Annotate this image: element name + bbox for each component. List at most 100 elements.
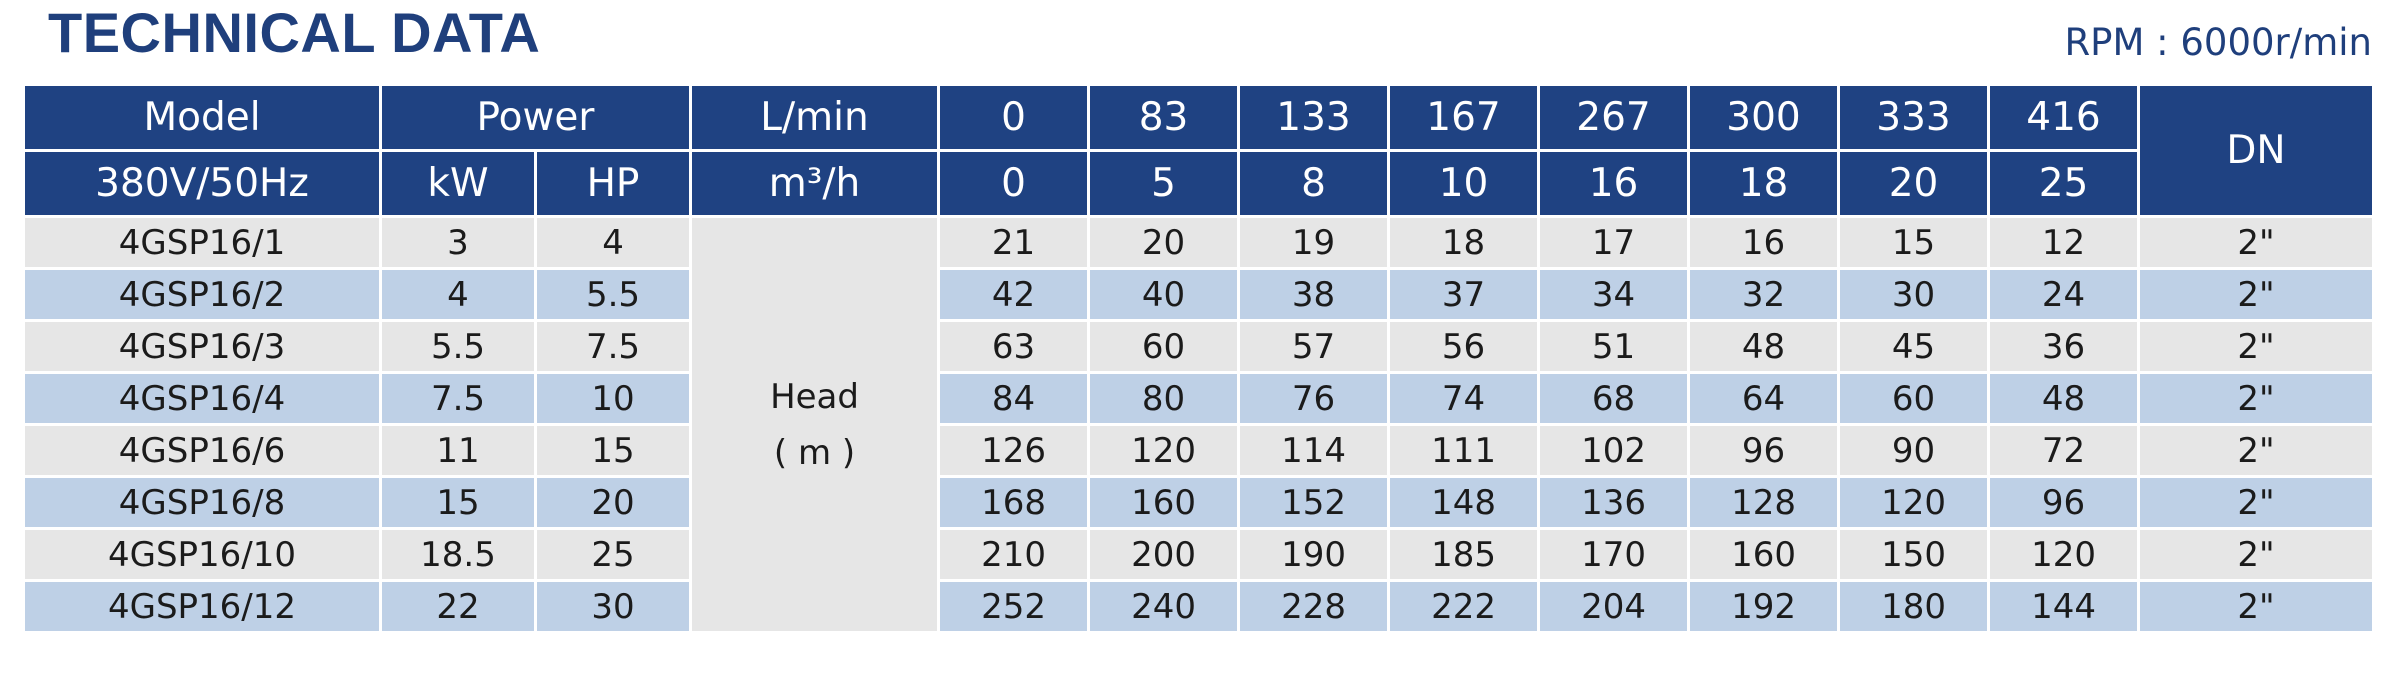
flow-m3h-value: 10 [1387, 149, 1541, 218]
head-value: 17 [1537, 215, 1691, 270]
head-value: 160 [1687, 527, 1841, 582]
model-cell: 4GSP16/10 [22, 527, 382, 582]
head-value: 30 [1837, 267, 1991, 322]
head-value: 60 [1087, 319, 1241, 374]
hp-cell: 20 [533, 475, 693, 530]
head-label: Head [770, 376, 859, 417]
head-value: 74 [1387, 371, 1541, 426]
head-value: 37 [1387, 267, 1541, 322]
model-header: Model [22, 83, 382, 152]
head-value: 24 [1987, 267, 2141, 322]
hp-cell: 30 [533, 579, 693, 634]
model-cell: 4GSP16/3 [22, 319, 382, 374]
head-value: 102 [1537, 423, 1691, 478]
head-label-cell: Head ( m ) [689, 215, 941, 634]
head-value: 126 [937, 423, 1091, 478]
head-value: 160 [1087, 475, 1241, 530]
rpm-label: RPM : 6000r/min [2064, 21, 2372, 64]
head-value: 240 [1087, 579, 1241, 634]
head-value: 68 [1537, 371, 1691, 426]
head-value: 16 [1687, 215, 1841, 270]
kw-cell: 11 [379, 423, 537, 478]
head-value: 148 [1387, 475, 1541, 530]
flow-m3h-value: 18 [1687, 149, 1841, 218]
model-cell: 4GSP16/6 [22, 423, 382, 478]
dn-cell: 2" [2137, 267, 2376, 322]
flow-lmin-value: 133 [1237, 83, 1391, 152]
head-value: 120 [1837, 475, 1991, 530]
head-value: 48 [1987, 371, 2141, 426]
flow-m3h-value: 0 [937, 149, 1091, 218]
model-cell: 4GSP16/8 [22, 475, 382, 530]
head-value: 190 [1237, 527, 1391, 582]
head-value: 120 [1987, 527, 2141, 582]
head-value: 96 [1987, 475, 2141, 530]
flow-lmin-header: L/min [689, 83, 941, 152]
head-value: 152 [1237, 475, 1391, 530]
head-value: 21 [937, 215, 1091, 270]
head-value: 34 [1537, 267, 1691, 322]
hp-cell: 25 [533, 527, 693, 582]
page-title: TECHNICAL DATA [48, 1, 541, 64]
kw-cell: 18.5 [379, 527, 537, 582]
table-row: 4GSP16/2 4 5.5 42 40 38 37 34 32 30 24 2… [22, 267, 2376, 322]
head-unit: ( m ) [773, 432, 856, 473]
header-row-1: Model Power L/min 0 83 133 167 267 300 3… [22, 83, 2376, 218]
dn-cell: 2" [2137, 579, 2376, 634]
head-value: 192 [1687, 579, 1841, 634]
table-row: 4GSP16/6 11 15 126 120 114 111 102 96 90… [22, 423, 2376, 478]
table-row: 4GSP16/4 7.5 10 84 80 76 74 68 64 60 48 … [22, 371, 2376, 426]
hp-cell: 4 [533, 215, 693, 270]
dn-cell: 2" [2137, 371, 2376, 426]
table-row: 4GSP16/8 15 20 168 160 152 148 136 128 1… [22, 475, 2376, 530]
head-value: 168 [937, 475, 1091, 530]
head-value: 72 [1987, 423, 2141, 478]
head-value: 18 [1387, 215, 1541, 270]
kw-cell: 4 [379, 267, 537, 322]
flow-m3h-header: m³/h [689, 149, 941, 218]
head-value: 80 [1087, 371, 1241, 426]
head-value: 38 [1237, 267, 1391, 322]
head-value: 114 [1237, 423, 1391, 478]
dn-header: DN [2137, 83, 2376, 218]
flow-m3h-value: 20 [1837, 149, 1991, 218]
flow-lmin-value: 0 [937, 83, 1091, 152]
head-value: 36 [1987, 319, 2141, 374]
table-row: 4GSP16/1 3 4 Head ( m ) 21 20 19 18 17 1… [22, 215, 2376, 634]
head-value: 180 [1837, 579, 1991, 634]
head-value: 20 [1087, 215, 1241, 270]
head-value: 136 [1537, 475, 1691, 530]
flow-m3h-value: 16 [1537, 149, 1691, 218]
kw-cell: 7.5 [379, 371, 537, 426]
flow-lmin-value: 300 [1687, 83, 1841, 152]
kw-cell: 3 [379, 215, 537, 270]
dn-cell: 2" [2137, 215, 2376, 270]
head-value: 60 [1837, 371, 1991, 426]
head-value: 222 [1387, 579, 1541, 634]
dn-cell: 2" [2137, 527, 2376, 582]
model-cell: 4GSP16/4 [22, 371, 382, 426]
head-value: 63 [937, 319, 1091, 374]
head-value: 57 [1237, 319, 1391, 374]
hp-header: HP [533, 149, 693, 218]
kw-cell: 15 [379, 475, 537, 530]
head-value: 120 [1087, 423, 1241, 478]
head-value: 64 [1687, 371, 1841, 426]
voltage-header: 380V/50Hz [22, 149, 382, 218]
table-row: 4GSP16/12 22 30 252 240 228 222 204 192 … [22, 579, 2376, 634]
dn-cell: 2" [2137, 319, 2376, 374]
flow-lmin-value: 333 [1837, 83, 1991, 152]
dn-cell: 2" [2137, 423, 2376, 478]
table-row: 4GSP16/10 18.5 25 210 200 190 185 170 16… [22, 527, 2376, 582]
flow-m3h-value: 25 [1987, 149, 2141, 218]
head-value: 210 [937, 527, 1091, 582]
head-value: 32 [1687, 267, 1841, 322]
head-value: 84 [937, 371, 1091, 426]
head-value: 144 [1987, 579, 2141, 634]
flow-lmin-value: 83 [1087, 83, 1241, 152]
flow-lmin-value: 267 [1537, 83, 1691, 152]
head-value: 51 [1537, 319, 1691, 374]
head-value: 56 [1387, 319, 1541, 374]
technical-data-table: Model Power L/min 0 83 133 167 267 300 3… [22, 83, 2376, 634]
head-value: 185 [1387, 527, 1541, 582]
